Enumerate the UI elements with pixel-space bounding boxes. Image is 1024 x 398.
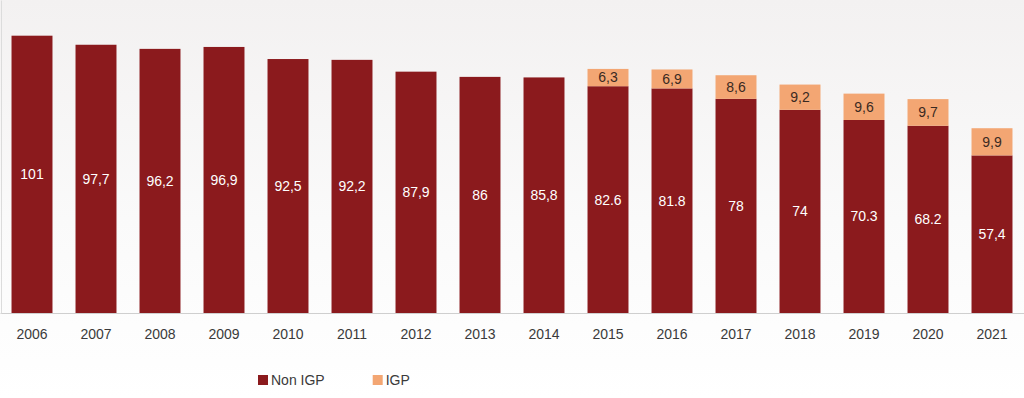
x-tick: 2019: [848, 326, 879, 342]
data-label: 92,5: [274, 178, 301, 194]
bar: [652, 88, 693, 313]
data-label: 68.2: [914, 211, 941, 227]
x-tick-label: 2011: [337, 326, 367, 342]
x-tick: 2012: [400, 326, 431, 342]
legend-item: Non IGP: [258, 372, 325, 388]
x-tick: 2016: [656, 326, 687, 342]
x-tick: 2010: [272, 326, 303, 342]
x-tick-label: 2006: [16, 326, 47, 342]
legend-label: Non IGP: [271, 372, 325, 388]
x-tick: 2018: [784, 326, 815, 342]
legend-swatch: [373, 375, 383, 385]
x-tick-label: 2021: [976, 326, 1007, 342]
data-label: 9,2: [790, 89, 810, 105]
bar: [780, 85, 821, 110]
bar: [588, 86, 629, 313]
x-tick-label: 2009: [208, 326, 239, 342]
x-tick: 2009: [208, 326, 239, 342]
x-tick-label: 2019: [848, 326, 879, 342]
bar: [332, 60, 373, 313]
data-label: 96,2: [146, 173, 173, 189]
data-label: 96,9: [210, 172, 237, 188]
bar: [716, 99, 757, 313]
x-tick: 2017: [720, 326, 751, 342]
data-label: 9,9: [982, 134, 1002, 150]
bar: [140, 49, 181, 313]
x-tick-label: 2012: [400, 326, 431, 342]
data-label: 6,3: [598, 69, 618, 85]
bar: [396, 72, 437, 313]
bar: [780, 110, 821, 313]
data-label: 101: [20, 166, 44, 182]
y-axis: [1, 1, 2, 314]
x-tick: 2006: [16, 326, 47, 342]
x-tick: 2021: [976, 326, 1007, 342]
x-tick: 2011: [337, 326, 367, 342]
data-label: 82.6: [594, 192, 621, 208]
bar: [76, 45, 117, 313]
data-label: 86: [472, 187, 488, 203]
x-tick-label: 2014: [528, 326, 559, 342]
x-tick-label: 2010: [272, 326, 303, 342]
bar: [460, 77, 501, 313]
bar: [844, 120, 885, 313]
bar: [524, 77, 565, 313]
data-label: 87,9: [402, 184, 429, 200]
x-tick-label: 2008: [144, 326, 175, 342]
data-label: 81.8: [658, 193, 685, 209]
bar: [908, 99, 949, 126]
data-label: 57,4: [978, 226, 1005, 242]
data-label: 8,6: [726, 79, 746, 95]
data-label: 74: [792, 203, 808, 219]
x-tick: 2008: [144, 326, 175, 342]
data-label: 85,8: [530, 187, 557, 203]
x-tick-label: 2015: [592, 326, 623, 342]
data-label: 92,2: [338, 178, 365, 194]
x-tick-label: 2016: [656, 326, 687, 342]
data-label: 9,6: [854, 99, 874, 115]
data-label: 97,7: [82, 171, 109, 187]
data-label: 9,7: [918, 104, 938, 120]
data-label: 78: [728, 198, 744, 214]
x-tick-label: 2018: [784, 326, 815, 342]
bar: [908, 126, 949, 313]
y-axis-line: [1, 1, 2, 314]
x-tick: 2015: [592, 326, 623, 342]
data-labels: 101 97,7 96,2 96,9 92,5 92,2 87,9 86 85,8 82.6 81.…: [20, 69, 1006, 242]
legend-label: IGP: [386, 372, 410, 388]
bar: [972, 128, 1013, 155]
legend: Non IGP IGP: [258, 372, 410, 388]
x-tick-label: 2017: [720, 326, 751, 342]
bar: [12, 36, 53, 313]
bar: [716, 75, 757, 99]
bar: [844, 94, 885, 120]
data-label: 70.3: [850, 208, 877, 224]
bar: [972, 155, 1013, 313]
chart: 101 97,7 96,2 96,9 92,5 92,2 87,9 86 85,8 82.6 81.…: [0, 0, 1024, 398]
x-tick-label: 2007: [80, 326, 111, 342]
x-tick-label: 2020: [912, 326, 943, 342]
legend-item: IGP: [373, 372, 410, 388]
legend-swatch: [258, 375, 268, 385]
x-axis: 2006 2007 2008 2009 2010 2011 2012 2013 2014 2015…: [1, 314, 1024, 342]
x-tick: 2020: [912, 326, 943, 342]
x-tick-label: 2013: [464, 326, 495, 342]
bar: [588, 69, 629, 86]
bars: [12, 36, 1013, 313]
bar: [204, 47, 245, 313]
bar: [652, 69, 693, 88]
x-axis-line: [1, 313, 1024, 314]
data-label: 6,9: [662, 71, 682, 87]
bar: [268, 59, 309, 313]
x-tick: 2013: [464, 326, 495, 342]
x-tick: 2014: [528, 326, 559, 342]
x-tick: 2007: [80, 326, 111, 342]
